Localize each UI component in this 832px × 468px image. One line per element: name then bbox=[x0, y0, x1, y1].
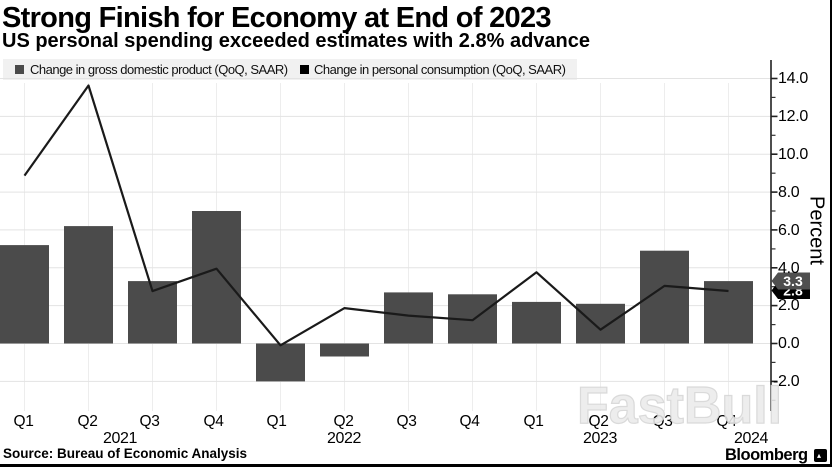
svg-text:Percent: Percent bbox=[806, 196, 828, 265]
svg-text:3.3: 3.3 bbox=[783, 273, 803, 289]
